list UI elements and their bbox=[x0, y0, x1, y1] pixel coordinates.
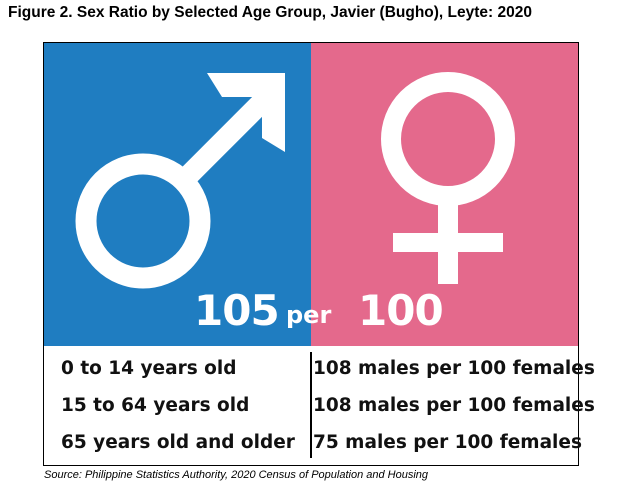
age-group-ratio: 75 males per 100 females bbox=[313, 432, 582, 453]
sex-ratio-figure: 105 per 100 0 to 14 years old 108 males … bbox=[43, 42, 595, 466]
age-group-label: 65 years old and older bbox=[61, 432, 295, 453]
male-symbol-shaft bbox=[176, 84, 280, 188]
female-symbol-crossbar bbox=[393, 233, 503, 252]
male-symbol-icon bbox=[44, 43, 311, 346]
male-symbol-circle bbox=[75, 153, 211, 289]
female-panel bbox=[311, 43, 578, 346]
overall-sex-ratio: 105 per 100 bbox=[44, 281, 578, 341]
ratio-males-number: 105 bbox=[194, 286, 280, 335]
female-symbol-icon bbox=[311, 43, 578, 346]
age-group-ratio: 108 males per 100 females bbox=[313, 358, 595, 379]
table-divider bbox=[310, 352, 312, 458]
age-group-ratio: 108 males per 100 females bbox=[313, 395, 595, 416]
male-panel bbox=[44, 43, 311, 346]
figure-title: Figure 2. Sex Ratio by Selected Age Grou… bbox=[8, 4, 532, 21]
source-note: Source: Philippine Statistics Authority,… bbox=[44, 469, 429, 481]
ratio-females-number: 100 bbox=[358, 286, 444, 335]
age-group-table: 0 to 14 years old 108 males per 100 fema… bbox=[44, 346, 595, 465]
age-group-label: 15 to 64 years old bbox=[61, 395, 250, 416]
ratio-per-text: per bbox=[286, 301, 332, 329]
age-group-label: 0 to 14 years old bbox=[61, 358, 237, 379]
male-symbol-arrowhead bbox=[207, 73, 285, 152]
